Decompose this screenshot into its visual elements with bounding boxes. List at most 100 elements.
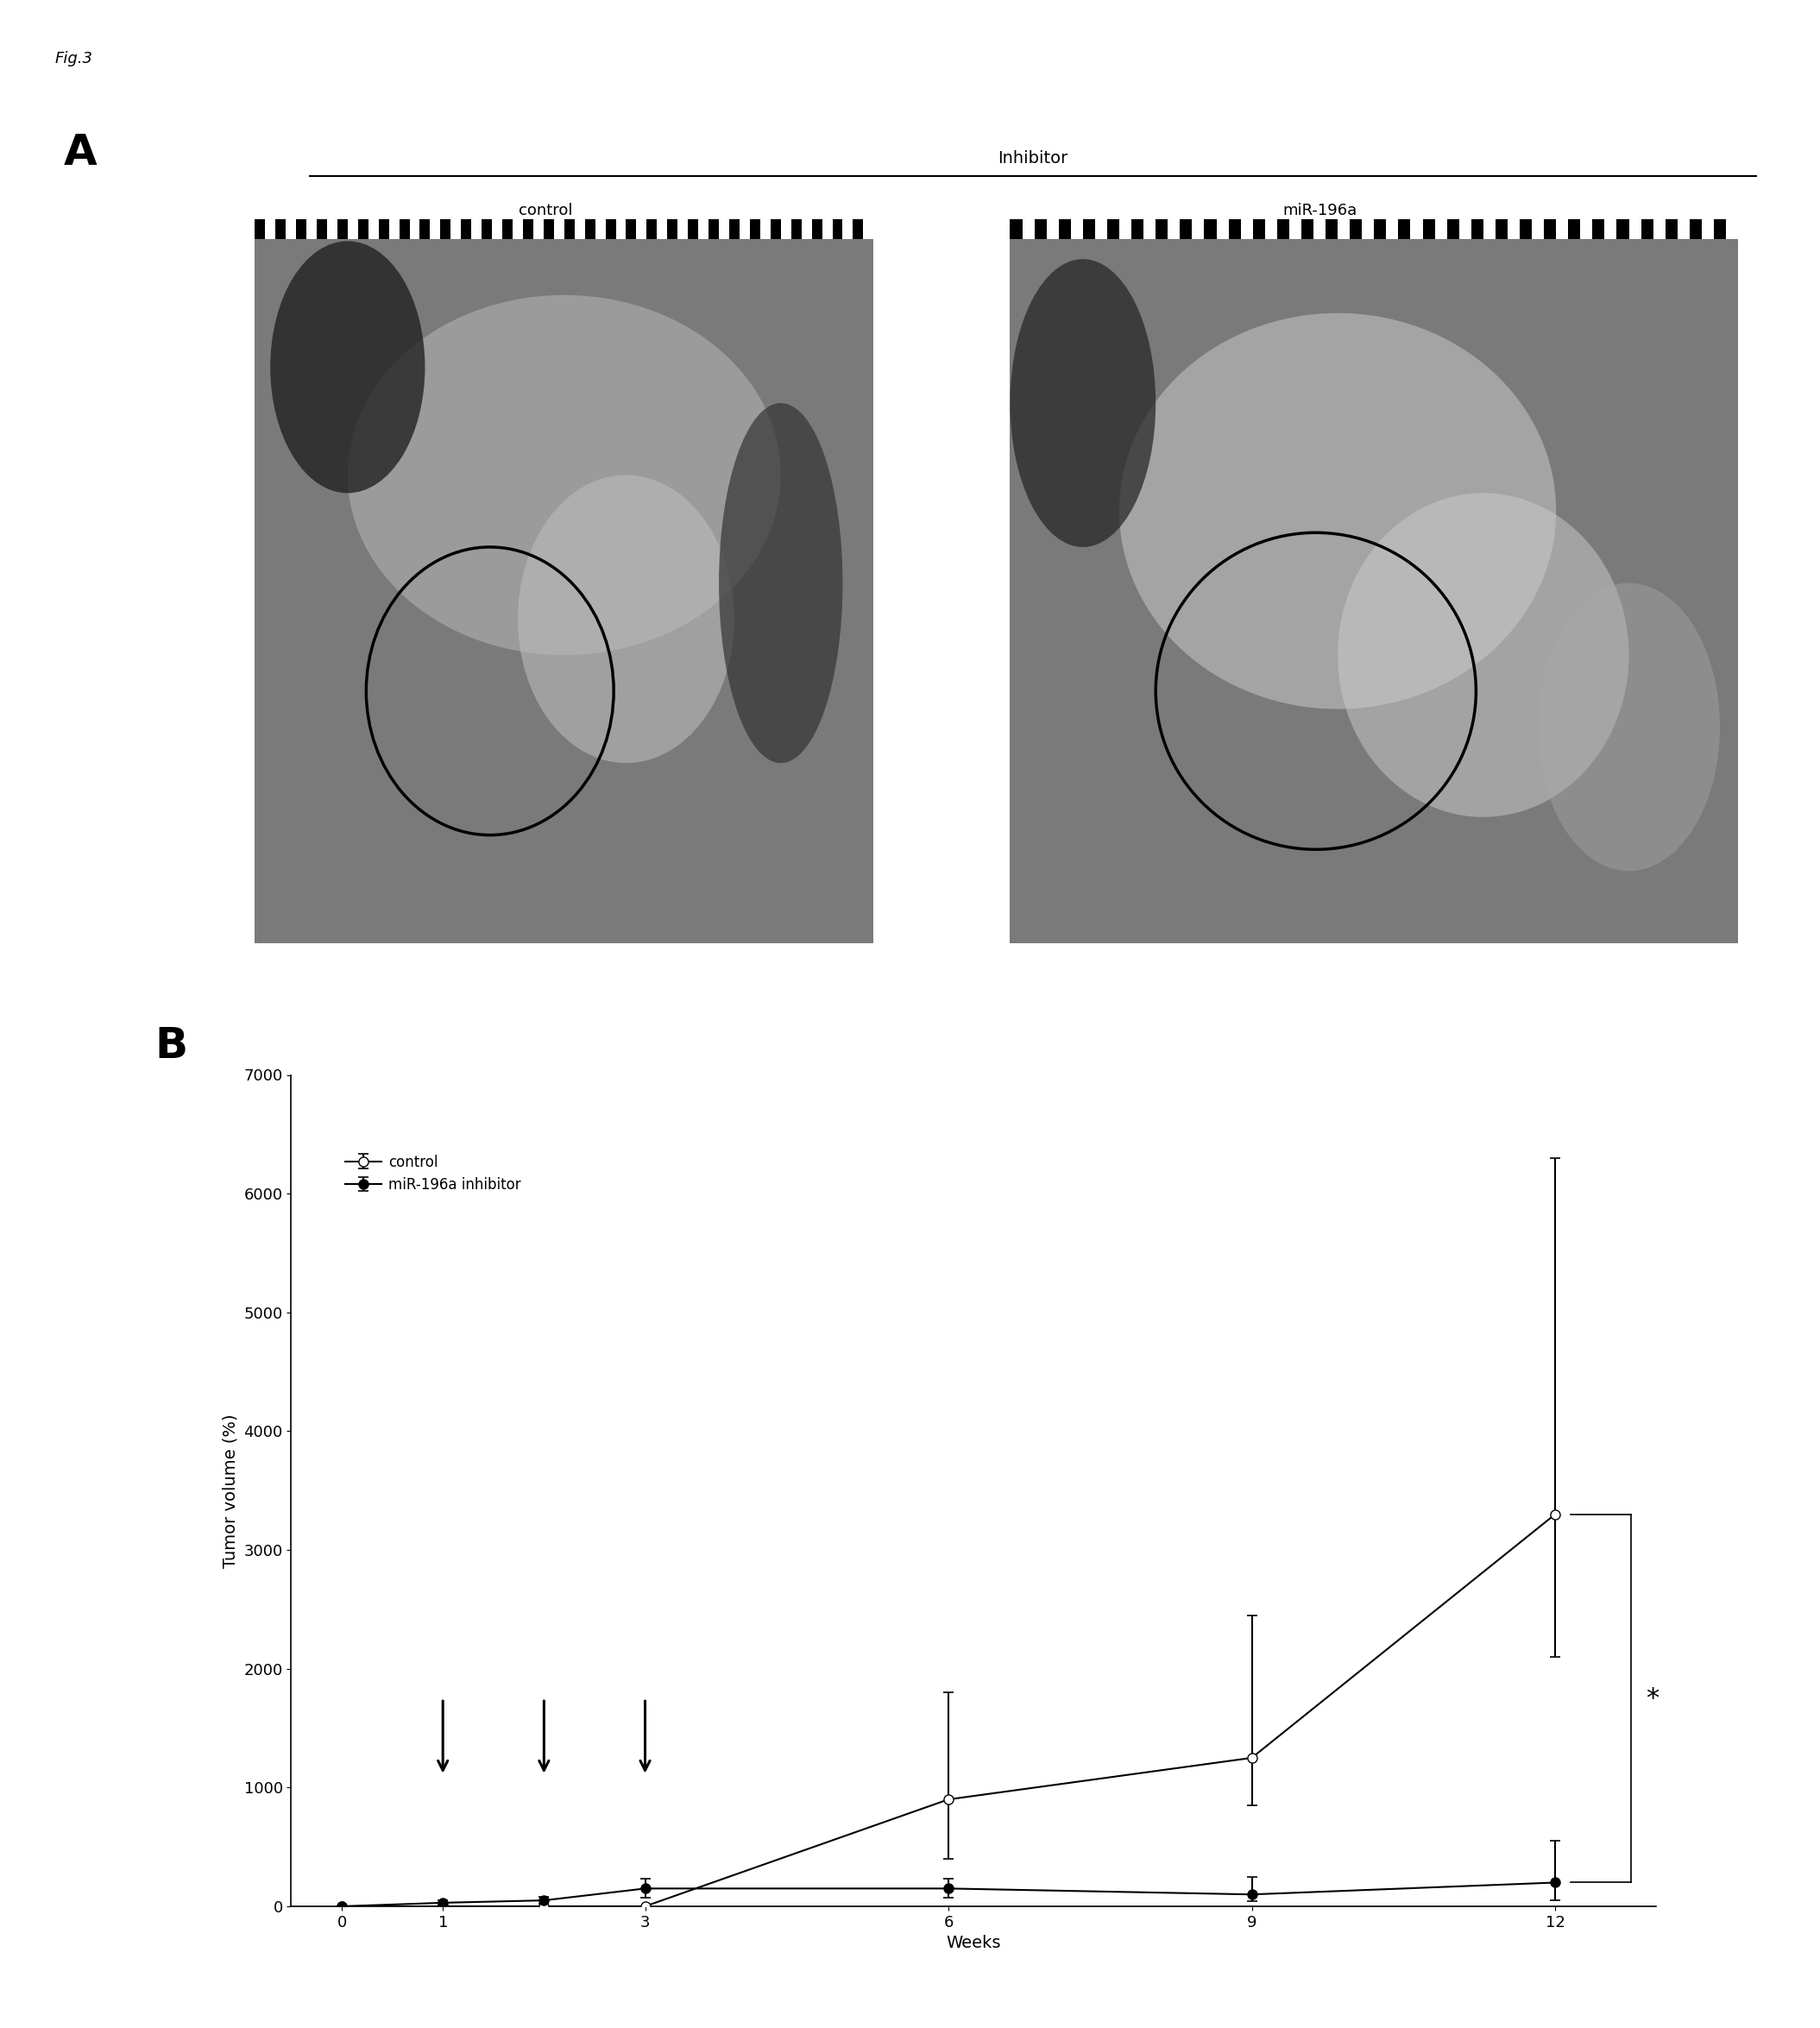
Bar <box>544 219 553 239</box>
Bar <box>750 219 761 239</box>
Bar <box>854 219 863 239</box>
Bar <box>297 219 306 239</box>
Bar <box>1046 219 1059 239</box>
Bar <box>502 219 513 239</box>
Bar <box>359 219 368 239</box>
Bar <box>1653 219 1665 239</box>
Bar <box>1398 219 1410 239</box>
Text: miR-196a: miR-196a <box>1283 203 1356 219</box>
Bar <box>863 219 874 239</box>
Bar <box>460 219 471 239</box>
Ellipse shape <box>517 475 733 763</box>
Bar <box>1156 219 1168 239</box>
Bar <box>1132 219 1143 239</box>
Bar <box>657 219 668 239</box>
Bar <box>1532 219 1543 239</box>
Bar <box>328 219 337 239</box>
Bar <box>1471 219 1483 239</box>
Bar <box>1460 219 1471 239</box>
Bar <box>451 219 460 239</box>
Bar <box>1434 219 1447 239</box>
Bar <box>761 219 770 239</box>
Bar <box>1543 219 1556 239</box>
Bar <box>770 219 781 239</box>
Bar <box>1483 219 1496 239</box>
Bar <box>410 219 420 239</box>
Bar <box>317 219 328 239</box>
Bar <box>430 219 440 239</box>
Bar <box>399 219 410 239</box>
Ellipse shape <box>1010 260 1156 548</box>
Bar <box>286 219 297 239</box>
Bar <box>1143 219 1156 239</box>
Bar <box>1642 219 1653 239</box>
Bar <box>1678 219 1689 239</box>
Ellipse shape <box>271 241 426 493</box>
X-axis label: Weeks: Weeks <box>946 1935 1001 1951</box>
Text: Fig.3: Fig.3 <box>55 51 93 67</box>
Bar <box>584 219 595 239</box>
Bar <box>575 219 584 239</box>
Bar <box>1605 219 1616 239</box>
Text: control: control <box>519 203 573 219</box>
Bar <box>1520 219 1532 239</box>
Text: Inhibitor: Inhibitor <box>997 150 1068 166</box>
Bar <box>1168 219 1179 239</box>
Bar <box>1629 219 1642 239</box>
Bar <box>1314 219 1325 239</box>
Legend: control, miR-196a inhibitor: control, miR-196a inhibitor <box>339 1148 526 1199</box>
Bar <box>1192 219 1205 239</box>
Bar <box>1350 219 1361 239</box>
Bar <box>719 219 730 239</box>
Bar <box>482 219 491 239</box>
Bar <box>379 219 389 239</box>
Bar <box>275 219 286 239</box>
Bar <box>606 219 615 239</box>
Bar <box>730 219 739 239</box>
Bar <box>626 219 637 239</box>
Bar <box>677 219 688 239</box>
Bar <box>1325 219 1338 239</box>
Bar <box>1107 219 1119 239</box>
Bar <box>801 219 812 239</box>
Bar <box>646 219 657 239</box>
Bar <box>843 219 854 239</box>
Bar <box>812 219 823 239</box>
Ellipse shape <box>1338 493 1629 817</box>
Bar <box>368 219 379 239</box>
Bar <box>1665 219 1678 239</box>
Bar <box>1556 219 1569 239</box>
Bar <box>1447 219 1460 239</box>
Bar <box>1083 219 1096 239</box>
Bar <box>1616 219 1629 239</box>
Bar <box>739 219 750 239</box>
Text: B: B <box>155 1024 187 1067</box>
Bar <box>533 219 544 239</box>
Bar <box>389 219 399 239</box>
Bar <box>1278 219 1289 239</box>
Bar <box>1179 219 1192 239</box>
Bar <box>1423 219 1434 239</box>
Bar <box>1205 219 1216 239</box>
Bar <box>1265 219 1278 239</box>
Bar <box>668 219 677 239</box>
Bar <box>1338 219 1350 239</box>
Bar <box>553 219 564 239</box>
Bar <box>1034 219 1046 239</box>
Bar <box>337 219 348 239</box>
Bar <box>522 219 533 239</box>
Bar <box>1301 219 1314 239</box>
Bar <box>471 219 482 239</box>
Bar <box>1010 219 1023 239</box>
Bar <box>792 219 801 239</box>
Bar <box>615 219 626 239</box>
Bar <box>306 219 317 239</box>
Bar <box>255 219 266 239</box>
Y-axis label: Tumor volume (%): Tumor volume (%) <box>222 1414 238 1568</box>
Bar <box>637 219 646 239</box>
Bar <box>1411 219 1423 239</box>
Bar <box>1023 219 1034 239</box>
Ellipse shape <box>719 404 843 763</box>
Bar <box>420 219 430 239</box>
Bar <box>1689 219 1702 239</box>
